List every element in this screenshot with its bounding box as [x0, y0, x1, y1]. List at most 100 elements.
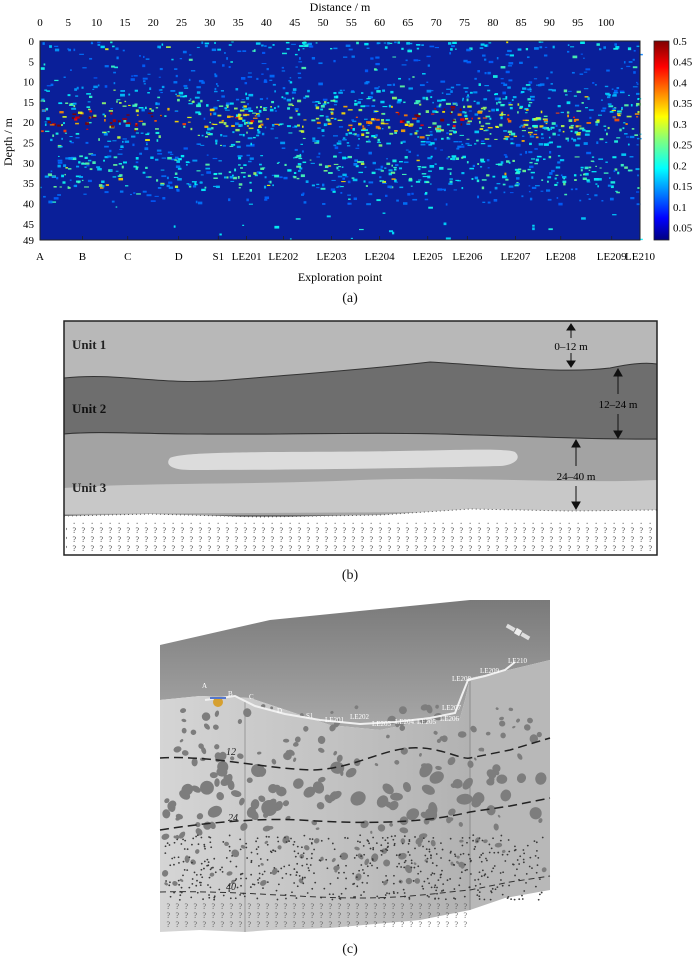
colorbar-tick-label: 0.2	[673, 160, 687, 172]
x-tick-label: 80	[487, 17, 499, 29]
boulders	[161, 704, 547, 886]
exploration-point-label: D	[175, 251, 183, 263]
track-point-label: S1	[306, 712, 314, 720]
y-tick-label: 49	[23, 235, 35, 247]
x-tick-label: 55	[346, 17, 358, 29]
exploration-point-label: LE210	[625, 251, 655, 263]
depth-label-3: 24–40 m	[557, 471, 596, 483]
x-tick-labels-top: 0 5 10 15 20 25 30 35 40 45 50 55 60 65 70 75 80 85 90 95 10…	[37, 17, 615, 45]
stratigraphy-section	[63, 320, 658, 556]
colorbar-tick-label: 0.5	[673, 36, 687, 48]
colorbar-tick-labels: 0.05 0.1 0.15 0.2 0.25 0.3 0.35 0.4 0.45 0.5	[673, 36, 693, 235]
exploration-point-label: LE206	[452, 251, 482, 263]
colorbar-tick-label: 0.25	[673, 140, 693, 152]
x-tick-label: 85	[516, 17, 528, 29]
exploration-point-label: B	[79, 251, 86, 263]
bedrock-question-marks-3d	[162, 900, 468, 930]
colorbar-tick-label: 0.45	[673, 57, 693, 69]
track-point-label: LE204	[395, 718, 415, 726]
bedrock-question-marks	[66, 522, 656, 554]
exploration-point-label: LE203	[317, 251, 347, 263]
lens-body	[168, 449, 518, 470]
track-point-label: A	[202, 682, 207, 690]
track-point-label: LE201	[325, 716, 345, 724]
lander-icon	[210, 697, 226, 707]
exploration-point-labels: A B C D S1 LE201 LE202 LE203 LE204 LE205 LE206 LE20…	[36, 236, 655, 263]
x-tick-label: 100	[598, 17, 615, 29]
depth-mark-24: 24	[228, 813, 238, 824]
y-tick-label: 40	[23, 198, 35, 210]
colorbar-tick-label: 0.4	[673, 77, 687, 89]
boundary-40m	[159, 875, 551, 899]
caption-c: (c)	[342, 942, 358, 957]
front-wall-left	[160, 678, 470, 932]
x-tick-label: 15	[119, 17, 131, 29]
caption-a: (a)	[342, 291, 358, 306]
x-tick-label: 50	[318, 17, 330, 29]
exploration-point-label: LE205	[413, 251, 443, 263]
unit-3-label: Unit 3	[72, 480, 107, 495]
x-axis-title-bottom: Exploration point	[298, 270, 383, 284]
y-axis-title: Depth / m	[1, 117, 15, 166]
x-tick-label: 10	[91, 17, 103, 29]
colorbar-tick-label: 0.15	[673, 181, 693, 193]
track-point-label: LE203	[372, 720, 392, 728]
x-tick-label: 60	[374, 17, 386, 29]
colorbar-tick-label: 0.35	[673, 98, 693, 110]
x-tick-label: 30	[204, 17, 216, 29]
y-tick-label: 20	[23, 117, 35, 129]
y-tick-label: 15	[23, 97, 35, 109]
depth-arrow-2	[613, 367, 623, 440]
lunar-surface	[160, 600, 550, 730]
track-point-label: LE205	[417, 718, 437, 726]
y-tick-labels: 0 5 10 15 20 25 30 35 40 45 49	[23, 36, 35, 247]
exploration-point-label: LE209	[597, 251, 627, 263]
x-tick-label: 95	[572, 17, 584, 29]
exploration-point-label: LE207	[500, 251, 530, 263]
depth-arrow-3	[571, 438, 581, 511]
plot-frame	[39, 40, 641, 241]
x-tick-label: 25	[176, 17, 188, 29]
exploration-point-label: LE208	[546, 251, 576, 263]
y-tick-label: 35	[23, 178, 35, 190]
depth-mark-40: 40	[226, 882, 236, 893]
y-tick-label: 0	[29, 36, 35, 48]
track-point-label: B	[228, 690, 233, 698]
colorbar-tick-label: 0.3	[673, 119, 687, 131]
exploration-point-label: LE204	[365, 251, 395, 263]
caption-b: (b)	[341, 568, 359, 583]
radargram-figure: Distance / m 0 5 10 15 20 25 30 35 40 45 50 55 60 65 7…	[1, 0, 693, 284]
exploration-point-label: A	[36, 251, 44, 263]
colorbar-tick-label: 0.1	[673, 202, 687, 214]
track-point-label: C	[249, 693, 254, 701]
y-tick-label: 10	[23, 77, 35, 89]
y-tick-label: 45	[23, 219, 35, 231]
rover-track	[204, 661, 516, 726]
depth-arrow-1	[566, 323, 576, 368]
track-point-label: LE208	[452, 675, 472, 683]
x-tick-label: 35	[233, 17, 245, 29]
boundary-24m	[159, 797, 551, 831]
x-tick-label: 65	[402, 17, 414, 29]
exploration-point-label: S1	[212, 251, 224, 263]
stratigraphy-diagram: ? ? Unit 1 Unit 2 Unit 3 0–12 m 12–24 m …	[63, 320, 658, 556]
exploration-point-label: LE201	[232, 251, 262, 263]
depth-label-2: 12–24 m	[599, 399, 638, 411]
y-tick-label: 5	[29, 56, 35, 68]
track-point-label: D	[277, 707, 282, 715]
radargram-speckles	[40, 41, 643, 241]
satellite-icon	[505, 623, 531, 641]
exploration-point-label: LE202	[268, 251, 298, 263]
colorbar-tick-label: 0.05	[673, 223, 693, 235]
depth-mark-12: 12	[226, 747, 236, 758]
front-wall-right	[470, 660, 550, 910]
x-tick-label: 45	[289, 17, 301, 29]
x-axis-title-top: Distance / m	[310, 0, 371, 14]
exploration-point-label: C	[124, 251, 131, 263]
unit-2-label: Unit 2	[72, 401, 106, 416]
section-frame	[63, 320, 658, 556]
x-tick-label: 20	[148, 17, 160, 29]
track-point-label: LE206	[440, 715, 460, 723]
